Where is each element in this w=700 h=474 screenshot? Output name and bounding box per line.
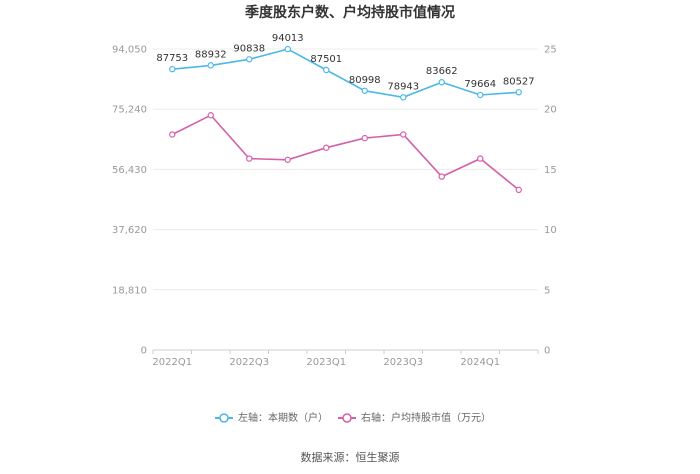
data-label: 87501 xyxy=(310,54,342,65)
data-label: 94013 xyxy=(272,33,304,44)
right-tick-label: 20 xyxy=(544,105,557,116)
data-point-left xyxy=(323,66,330,74)
data-point-left xyxy=(207,62,214,69)
data-label: 87753 xyxy=(156,53,188,64)
right-tick-label: 10 xyxy=(544,225,557,236)
legend-label-right: 右轴：户均持股市值（万元） xyxy=(361,411,491,424)
right-tick-label: 25 xyxy=(544,45,557,56)
data-point-left xyxy=(438,79,445,86)
series-line-left xyxy=(172,48,519,99)
left-tick-label: 56,430 xyxy=(112,165,147,176)
left-tick-label: 94,050 xyxy=(112,45,147,56)
data-point-left xyxy=(515,89,522,96)
right-tick-label: 0 xyxy=(544,346,550,357)
left-tick-label: 18,810 xyxy=(112,285,147,296)
data-label: 79664 xyxy=(464,79,496,90)
data-point-right xyxy=(515,186,522,194)
data-point-left xyxy=(246,56,253,63)
legend-label-left: 左轴：本期数（户） xyxy=(238,411,328,424)
x-tick-label: 2022Q3 xyxy=(229,357,269,368)
x-tick-label: 2023Q3 xyxy=(383,357,423,368)
data-point-left xyxy=(284,45,291,53)
left-tick-label: 0 xyxy=(141,346,147,357)
data-point-right xyxy=(477,155,484,162)
data-point-left xyxy=(169,65,176,73)
data-point-right xyxy=(207,112,214,119)
data-point-right xyxy=(361,134,368,142)
left-axis-ticks: 0 18,810 37,620 56,430 75,240 94,050 xyxy=(112,45,147,357)
grid xyxy=(153,48,538,351)
data-label: 78943 xyxy=(387,81,419,92)
x-tick-label: 2022Q1 xyxy=(152,357,192,368)
x-tick-label: 2023Q1 xyxy=(306,357,346,368)
legend[interactable]: 左轴：本期数（户） 右轴：户均持股市值（万元） xyxy=(215,411,491,424)
series-line-right xyxy=(171,114,520,191)
data-label: 83662 xyxy=(426,66,458,77)
right-tick-label: 5 xyxy=(544,285,550,296)
data-point-left xyxy=(361,87,368,94)
right-tick-label: 15 xyxy=(544,165,557,176)
source-text: 数据来源：恒生聚源 xyxy=(301,450,400,464)
legend-item-right[interactable]: 右轴：户均持股市值（万元） xyxy=(338,411,491,424)
data-point-right xyxy=(169,131,176,138)
data-point-right xyxy=(246,155,253,162)
legend-marker-right xyxy=(342,413,352,423)
data-point-right xyxy=(400,131,407,138)
data-label: 80998 xyxy=(349,75,381,86)
data-point-right xyxy=(284,156,291,163)
chart-title: 季度股东户数、户均持股市值情况 xyxy=(244,4,455,21)
series-layer: 87753 88932 90838 94013 87501 80998 78943 83662… xyxy=(156,33,535,194)
data-point-right xyxy=(438,173,445,180)
left-tick-label: 75,240 xyxy=(112,105,147,116)
legend-marker-left xyxy=(219,413,229,423)
data-label: 80527 xyxy=(503,76,535,87)
right-axis-ticks: 0 5 10 15 20 25 xyxy=(544,45,557,357)
data-point-right xyxy=(323,144,330,151)
data-label: 88932 xyxy=(195,49,227,60)
legend-item-left[interactable]: 左轴：本期数（户） xyxy=(215,411,328,424)
x-tick-label: 2024Q1 xyxy=(460,357,500,368)
data-point-left xyxy=(477,91,484,99)
left-tick-label: 37,620 xyxy=(112,225,147,236)
data-label: 90838 xyxy=(233,43,265,54)
x-axis-ticks: 2022Q1 2022Q3 2023Q1 2023Q3 2024Q1 xyxy=(152,350,539,368)
data-point-left xyxy=(400,94,407,101)
